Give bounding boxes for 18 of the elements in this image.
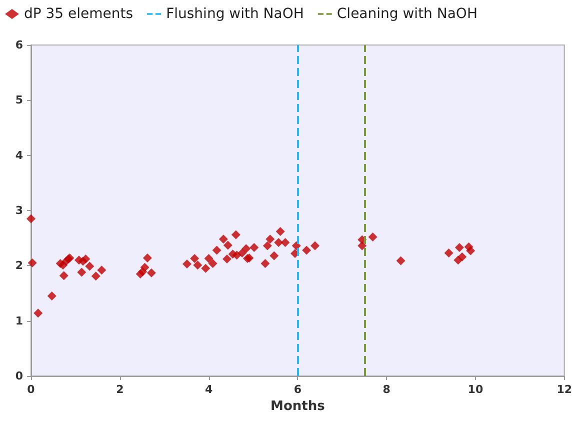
- x-tick-label: 0: [27, 383, 36, 396]
- y-tick-label: 4: [15, 148, 24, 162]
- x-tick-label: 6: [294, 383, 302, 396]
- legend-label: dP 35 elements: [24, 6, 134, 22]
- y-tick-label: 5: [15, 94, 23, 107]
- y-tick-label: 6: [15, 38, 24, 52]
- y-tick-label: 1: [15, 314, 23, 328]
- y-tick-label: 3: [15, 204, 23, 217]
- y-tick-label: 2: [15, 259, 23, 272]
- y-tick-label: 0: [15, 370, 24, 382]
- legend-label: Flushing with NaOH: [166, 6, 304, 22]
- x-tick-label: 10: [468, 383, 484, 396]
- x-tick-label: 4: [204, 383, 213, 396]
- x-tick-label: 2: [116, 383, 124, 396]
- legend-label: Cleaning with NaOH: [336, 6, 478, 22]
- x-tick-label: 12: [556, 383, 572, 396]
- x-tick-label: 8: [382, 383, 390, 396]
- x-axis-title: Months: [270, 398, 326, 414]
